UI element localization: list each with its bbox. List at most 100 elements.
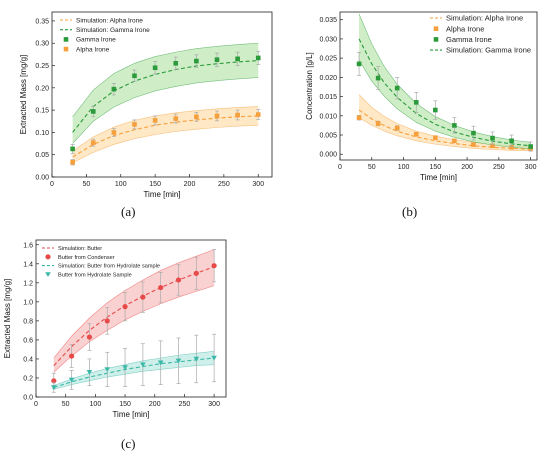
data-point [211,355,217,361]
y-tick-label: 0.005 [319,133,337,140]
plot-frame [35,239,227,398]
data-point [69,353,75,359]
data-point [214,57,220,63]
data-point [68,377,75,383]
data-point [433,107,438,113]
x-tick-label: 200 [184,181,196,188]
series-line-green [72,60,259,133]
data-point [193,356,200,362]
band-green [359,13,531,149]
data-point [173,60,179,66]
x-tick-label: 50 [82,181,90,188]
y-axis-label: Extracted Mass [mg/g] [3,279,12,359]
legend-swatch [63,46,69,52]
panel-label-b: (b) [402,204,418,219]
data-point [175,277,182,283]
x-tick-label: 300 [525,164,537,171]
band-orange [72,106,259,163]
data-point [86,334,93,340]
legend-label: Butter from Hydrolate Sample [58,272,132,278]
data-point [490,135,495,141]
chart-a: 0 50 100 150 200 250 300 0.00 0.05 0.10 0.15 0.20 0.… [19,11,273,199]
legend-label: Simulation: Alpha Irone [446,14,523,23]
x-tick-label: 0 [50,181,54,188]
data-point [356,115,362,121]
y-axis-label: Extracted Mass [mg/g] [19,55,28,135]
x-axis-label: Time [min] [143,190,180,199]
data-point [452,138,457,144]
data-point [152,65,158,71]
data-point [140,362,146,368]
x-tick-label: 200 [149,401,161,408]
x-tick-label: 100 [90,401,102,408]
legend-label: Simulation: Gamma Irone [76,27,150,34]
x-tick-label: 100 [398,164,410,171]
band-green [72,43,259,144]
legend-swatch [45,272,51,277]
x-axis-label: Time [min] [112,410,149,419]
panel-label-a: (a) [121,204,136,219]
data-point [132,73,137,79]
data-point [104,367,111,373]
data-point [375,121,381,126]
data-point [433,135,438,141]
x-tick-label: 250 [493,164,505,171]
data-point [452,123,457,128]
y-tick-label: 0.10 [35,130,49,137]
data-point [375,75,381,81]
panel-label-c: (c) [121,436,136,451]
band-edge-lower [358,117,531,152]
data-point [70,159,75,165]
data-point [509,138,514,144]
data-point [157,360,164,366]
data-point [528,144,533,149]
y-tick-label: 1.4 [23,261,33,268]
chart-b: 0 50 100 150 200 250 300 0.000 0.005 0.010 0.015 0.… [305,11,538,182]
band-teal [53,351,215,390]
data-point [104,318,110,324]
x-axis-label: Time [min] [420,173,457,182]
y-tick-label: 0.30 [35,41,49,48]
legend-swatch [63,37,69,42]
legend-swatch [45,254,51,260]
data-point [86,370,93,375]
chart-c: 0 50 100 150 200 250 300 0.0 0.2 0.4 0.6 0.8 1.0 1.2 1… [3,239,227,419]
legend-swatch [433,26,439,31]
data-point [235,56,240,62]
data-point [394,85,400,91]
band-edge-lower [358,59,531,150]
series-line-orange [72,115,259,158]
x-tick-label: 50 [62,401,70,408]
y-tick-label: 0.010 [319,113,337,120]
band-edge-upper [53,351,215,386]
y-tick-label: 0.000 [319,152,337,159]
data-point [111,130,117,135]
legend-swatch [433,37,439,42]
y-tick-label: 0.00 [35,175,49,182]
data-point [175,358,182,364]
data-point [211,263,217,269]
band-edge-lower [53,285,215,373]
plot-frame [339,11,538,161]
y-tick-label: 1.0 [23,299,33,306]
series-line-green [358,38,531,147]
band-edge-upper [53,249,215,359]
data-point [394,125,400,131]
band-edge-upper [72,106,259,152]
data-point [471,130,476,136]
data-point [132,122,137,127]
y-tick-label: 0.015 [319,94,337,101]
x-tick-label: 250 [179,401,191,408]
x-tick-label: 0 [338,164,342,171]
x-tick-label: 0 [34,401,38,408]
data-point [111,86,117,92]
legend-label: Alpha Irone [76,46,110,53]
x-tick-label: 200 [461,164,473,171]
legend-label: Simulation: Gamma Irone [446,46,531,55]
data-point [158,284,164,291]
y-tick-label: 0.8 [23,318,33,325]
y-tick-label: 0.25 [35,63,49,70]
plot-frame [51,11,273,178]
band-edge-lower [72,77,259,144]
